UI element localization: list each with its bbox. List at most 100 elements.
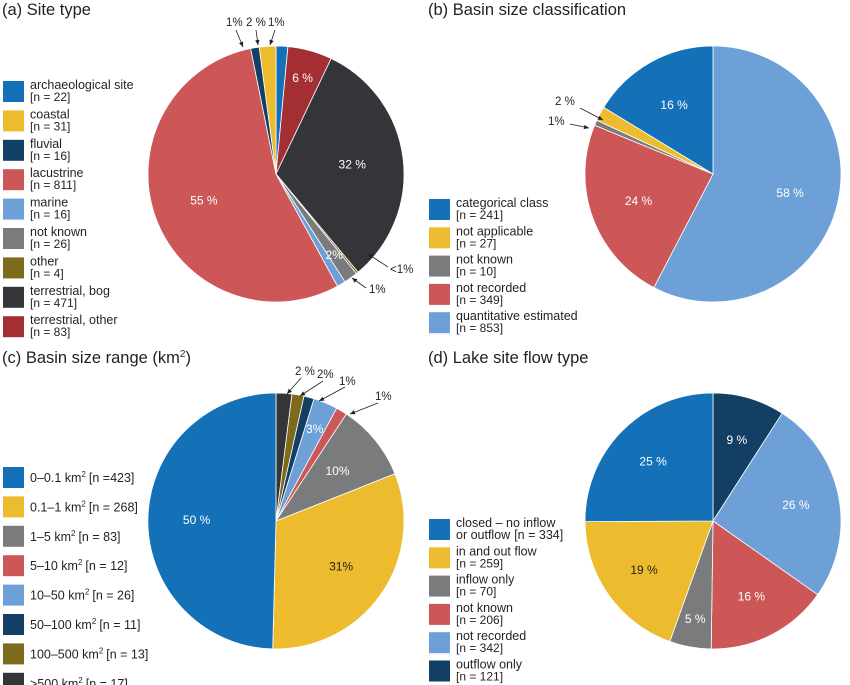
legend-label: not recorded — [456, 629, 526, 643]
legend-label: 0.1–1 km2 [n = 268] — [30, 499, 138, 514]
legend-range: 0–0.1 km — [30, 471, 81, 485]
legend-item: 0.1–1 km2 [n = 268] — [3, 496, 138, 518]
legend: archaeological site[n = 22] coastal[n = 3… — [3, 78, 134, 339]
pct-label-terrestrial-bog: 32 % — [339, 157, 367, 171]
legend-label: terrestrial, other — [30, 313, 118, 327]
legend-count: [n = 83] — [30, 325, 70, 339]
legend-swatch-not-recorded — [429, 632, 450, 654]
pie-slice-not-recorded — [584, 124, 714, 289]
pie-wedges — [584, 392, 842, 650]
legend-count: [n = 241] — [456, 208, 503, 222]
legend-item: 1–5 km2 [n = 83] — [3, 525, 121, 547]
legend-range: >500 km — [30, 677, 78, 685]
legend-swatch-0-0-1-km — [3, 467, 24, 488]
legend-label: in and out flow — [456, 544, 538, 558]
legend-unit-sup: 2 — [81, 470, 86, 479]
legend-item: in and out flow[n = 259] — [429, 544, 538, 570]
panel-b: (b) Basin size classification 16 % 2 % 1% 24… — [428, 1, 842, 335]
legend-item: other[n = 4] — [3, 254, 64, 280]
legend-range: 100–500 km — [30, 647, 99, 661]
legend-item: not recorded[n = 342] — [429, 629, 526, 655]
legend-swatch-not-applicable — [429, 227, 450, 249]
legend-item: fluvial[n = 16] — [3, 137, 70, 163]
legend-count: [n =423] — [89, 471, 135, 485]
pie-slice-quantitative-estimated — [653, 45, 842, 303]
legend-label: archaeological site — [30, 78, 134, 92]
legend-label: lacustrine — [30, 166, 84, 180]
legend-swatch-fluvial — [3, 139, 24, 161]
pie-wedges — [147, 392, 405, 650]
arrowhead — [269, 39, 274, 45]
legend-label: 100–500 km2 [n = 13] — [30, 646, 148, 661]
pct-label-outflow-only: 9 % — [726, 433, 747, 447]
legend-item: 5–10 km2 [n = 12] — [3, 555, 127, 577]
legend-label-cont: or outflow — [456, 528, 511, 542]
legend-count: [n = 349] — [456, 293, 503, 307]
legend-count: [n = 22] — [30, 90, 70, 104]
legend-label: 50–100 km2 [n = 11] — [30, 617, 140, 632]
legend-swatch-inflow-only — [429, 575, 450, 597]
legend-unit-sup: 2 — [71, 529, 76, 538]
legend-count: [n = 83] — [78, 530, 120, 544]
legend-count: [n = 334] — [514, 528, 563, 542]
legend-item: marine[n = 16] — [3, 196, 70, 222]
legend-swatch-1-5-km — [3, 525, 24, 547]
pie-slice-in-and-out-flow — [584, 520, 714, 643]
legend-count: [n = 11] — [99, 618, 140, 632]
legend-label: >500 km2 [n = 17] — [30, 676, 128, 685]
legend-label-line2: or outflow [n = 334] — [456, 528, 563, 542]
legend: 0–0.1 km2 [n =423]0.1–1 km2 [n = 268]1–5 k… — [3, 467, 148, 685]
legend-unit-sup: 2 — [81, 499, 86, 508]
pct-label-other: <1% — [390, 264, 413, 276]
pie-wedges — [147, 45, 405, 303]
arrowhead — [319, 396, 325, 401]
legend-item: 10–50 km2 [n = 26] — [3, 584, 134, 606]
legend-swatch-50-100-km — [3, 614, 24, 635]
pct-label-not-recorded: 24 % — [625, 194, 653, 208]
chart-title: (d) Lake site flow type — [428, 349, 589, 367]
legend-unit-sup: 2 — [85, 588, 90, 597]
legend-item: coastal[n = 31] — [3, 107, 70, 133]
legend-item: 100–500 km2 [n = 13] — [3, 643, 148, 665]
pie-slice-not-recorded — [712, 412, 842, 596]
pct-label-not-applicable: 2 % — [555, 96, 575, 108]
legend-swatch-terrestrial-bog — [3, 286, 24, 308]
legend-item: 50–100 km2 [n = 11] — [3, 614, 140, 635]
legend-item: terrestrial, other[n = 83] — [3, 313, 118, 339]
legend-unit-sup: 2 — [78, 558, 83, 567]
legend-count: [n = 4] — [30, 266, 64, 280]
title-end: ) — [185, 349, 191, 367]
chart-title: (c) Basin size range (km2) — [2, 349, 191, 367]
pct-label-50-100-km: 1% — [339, 376, 356, 388]
legend-item: inflow only[n = 70] — [429, 573, 515, 599]
legend-range: 5–10 km — [30, 559, 78, 573]
pct-label-1-5-km: 10% — [325, 464, 349, 478]
legend-swatch-coastal — [3, 110, 24, 132]
legend-label: other — [30, 254, 59, 268]
pct-label-marine: 1% — [369, 284, 386, 296]
legend-unit-sup: 2 — [92, 617, 97, 626]
legend-swatch-not-known — [429, 255, 450, 277]
pct-label-in-and-out-flow: 19 % — [630, 563, 658, 577]
legend-swatch-10-50-km — [3, 584, 24, 606]
legend-label: fluvial — [30, 137, 62, 151]
legend-swatch-quantitative-estimated — [429, 312, 450, 334]
pct-label-not-recorded: 26 % — [782, 498, 810, 512]
legend-swatch-500-km — [3, 672, 24, 685]
arrowhead — [300, 391, 306, 396]
legend-range: 50–100 km — [30, 618, 92, 632]
arrowhead — [352, 278, 358, 283]
panel-c: (c) Basin size range (km2) 50 % 31% 10% 1% 3%… — [2, 349, 405, 685]
pct-label-500-km: 2 % — [295, 366, 315, 378]
legend-item: not recorded[n = 349] — [429, 281, 526, 307]
arrowhead — [597, 115, 603, 120]
pct-label-5-10-km: 1% — [375, 391, 392, 403]
legend-label: not known — [456, 253, 513, 267]
leader-line-5-10-km — [349, 402, 379, 415]
legend-count: [n = 342] — [456, 641, 503, 655]
legend-label: 5–10 km2 [n = 12] — [30, 558, 127, 573]
pct-label-terrestrial-other: 6 % — [292, 71, 313, 85]
legend-count: [n = 268] — [89, 500, 138, 514]
legend-item: >500 km2 [n = 17] — [3, 672, 128, 685]
